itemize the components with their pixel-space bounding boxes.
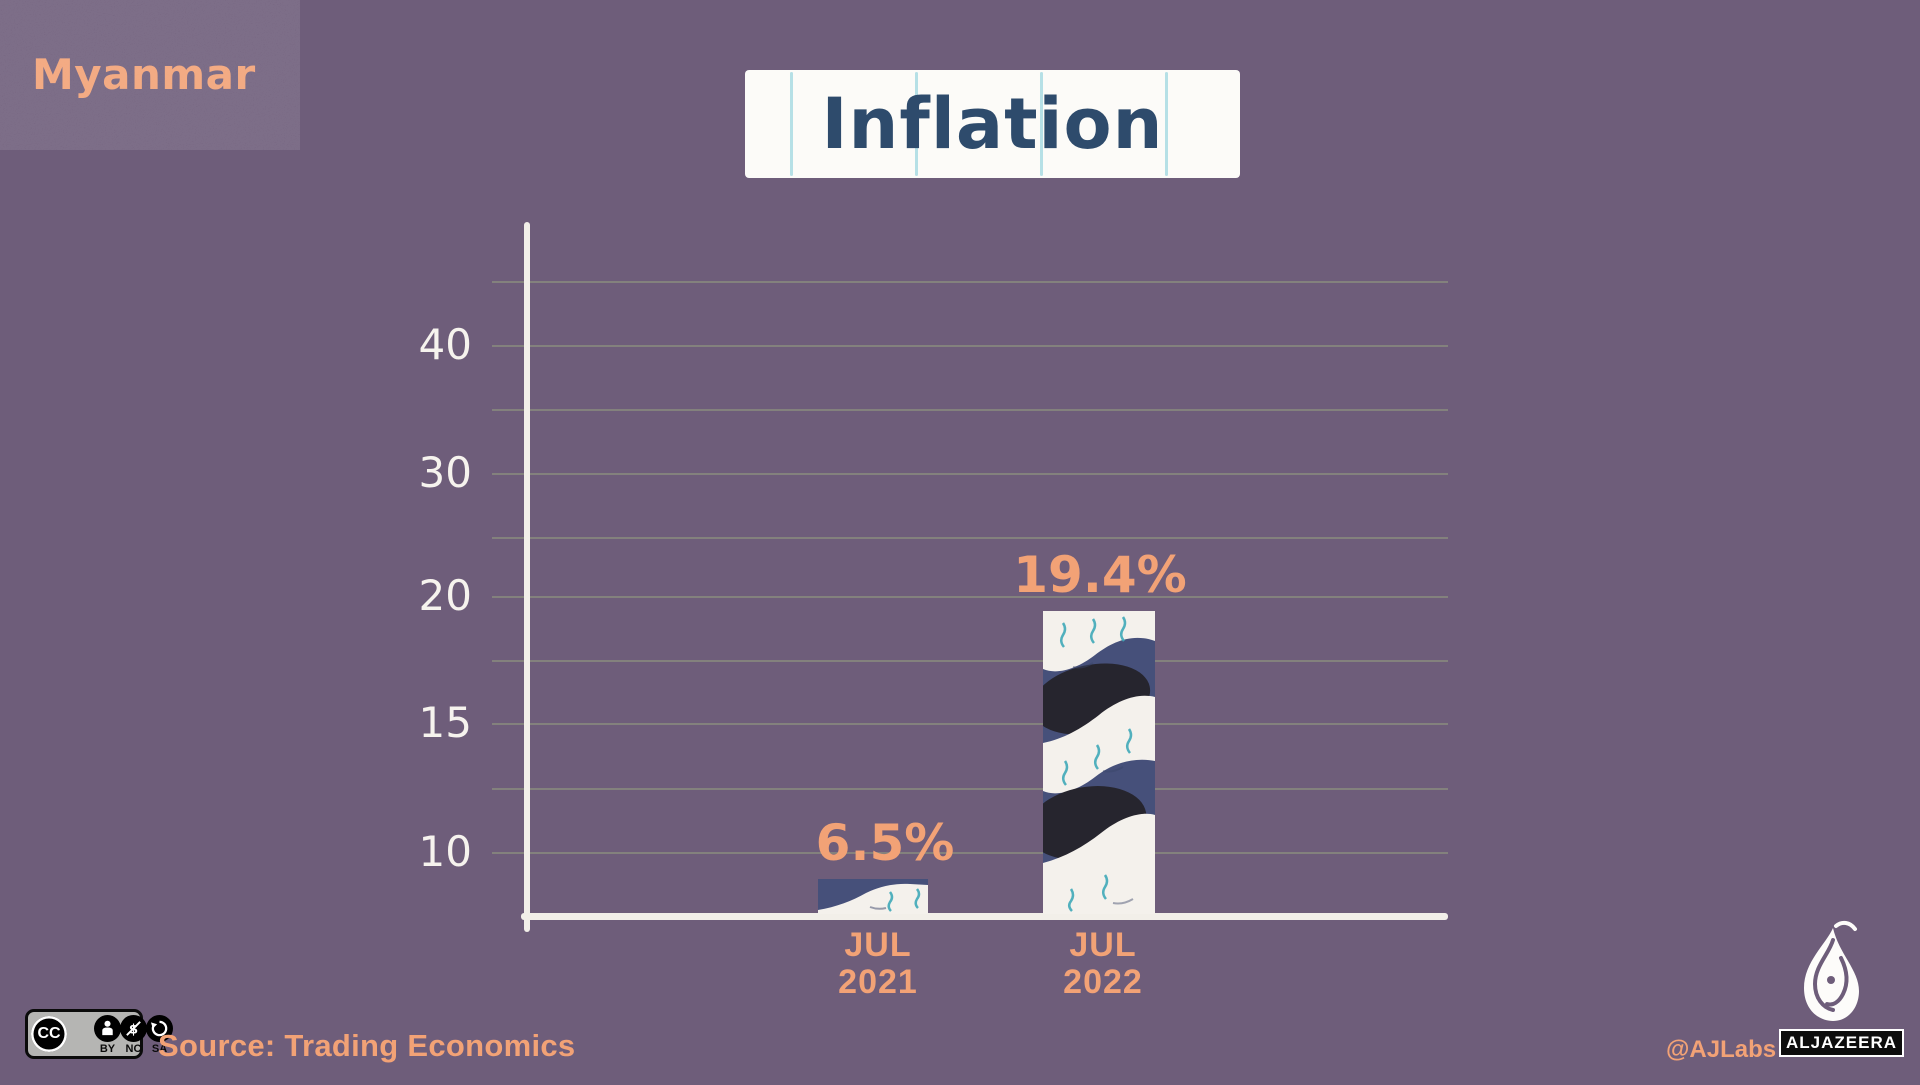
ytick-40: 40 xyxy=(418,320,472,369)
notebook-rule-line xyxy=(1040,72,1043,176)
source-attribution: Source: Trading Economics xyxy=(158,1028,576,1063)
ajlabs-handle: @AJLabs xyxy=(1666,1036,1777,1063)
notebook-rule-line xyxy=(790,72,793,176)
cc-license-badge: CC $ BY NC SA xyxy=(25,1009,173,1059)
cc-by-person-icon xyxy=(94,1015,121,1042)
xcat-line: JUL xyxy=(844,926,912,964)
cc-by-label: BY xyxy=(99,1043,116,1055)
gridline xyxy=(492,660,1448,662)
cc-icon: CC xyxy=(31,1016,67,1052)
ytick-10: 10 xyxy=(418,827,472,876)
gridline xyxy=(492,852,1448,854)
gridline xyxy=(492,281,1448,283)
bar-value-2021: 6.5% xyxy=(815,814,955,872)
y-axis-line xyxy=(524,222,530,932)
gridline xyxy=(492,409,1448,411)
ytick-30: 30 xyxy=(418,448,472,497)
ytick-15: 15 xyxy=(418,698,472,747)
page-title: Inflation xyxy=(821,83,1164,165)
bar-jul-2021 xyxy=(818,879,928,914)
notebook-rule-line xyxy=(1165,72,1168,176)
xcat-line: 2022 xyxy=(1063,963,1143,1001)
aljazeera-wordmark: ALJAZEERA xyxy=(1779,1029,1905,1057)
gridline xyxy=(492,345,1448,347)
gridline xyxy=(492,473,1448,475)
cc-nc-dollar-icon: $ xyxy=(120,1015,147,1042)
xcat-line: JUL xyxy=(1069,926,1137,964)
gridline xyxy=(492,596,1448,598)
cc-sa-label: SA xyxy=(151,1043,168,1055)
gridline xyxy=(492,788,1448,790)
ytick-20: 20 xyxy=(418,571,472,620)
region-label: Myanmar xyxy=(32,50,256,99)
gridline xyxy=(492,537,1448,539)
bar-jul-2022 xyxy=(1043,611,1155,914)
xcat-jul-2021: JUL 2021 xyxy=(798,927,958,1001)
title-box: Inflation xyxy=(745,70,1240,178)
xcat-jul-2022: JUL 2022 xyxy=(1023,927,1183,1001)
cc-nc-label: NC xyxy=(125,1043,142,1055)
xcat-line: 2021 xyxy=(838,963,918,1001)
notebook-rule-line xyxy=(915,72,918,176)
gridline xyxy=(492,723,1448,725)
bar-value-2022: 19.4% xyxy=(1013,546,1187,604)
aljazeera-flame-logo xyxy=(1804,920,1859,1021)
cc-sa-arrow-icon xyxy=(146,1015,173,1042)
x-axis-line xyxy=(521,913,1448,920)
